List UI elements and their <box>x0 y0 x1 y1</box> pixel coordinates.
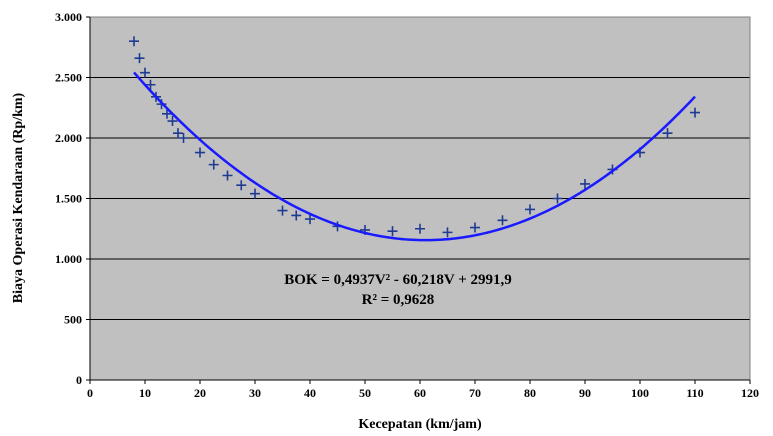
data-point <box>470 222 480 233</box>
x-tick-label: 90 <box>579 386 591 400</box>
data-point <box>145 79 156 90</box>
data-point <box>236 180 247 191</box>
y-tick-label: 500 <box>64 313 82 327</box>
data-points <box>129 36 700 238</box>
y-tick-label: 1.500 <box>55 192 82 206</box>
data-point <box>442 227 453 238</box>
x-axis-title: Kecepatan (km/jam) <box>358 417 482 432</box>
x-tick-label: 20 <box>194 386 206 400</box>
x-tick-label: 80 <box>524 386 536 400</box>
data-point <box>162 108 172 119</box>
y-tick-label: 2.000 <box>55 131 82 145</box>
data-point <box>195 147 205 158</box>
x-tick-label: 100 <box>631 386 649 400</box>
data-point <box>208 159 219 170</box>
r-squared-annotation: R² = 0,9628 <box>362 292 435 308</box>
x-tick-label: 110 <box>686 386 703 400</box>
x-tick-label: 70 <box>469 386 481 400</box>
data-point <box>690 107 700 118</box>
x-tick-label: 30 <box>249 386 261 400</box>
x-tick-label: 60 <box>414 386 426 400</box>
data-point <box>291 210 302 221</box>
data-point <box>497 215 508 226</box>
data-point <box>134 53 145 64</box>
data-point <box>222 170 233 181</box>
y-tick-label: 2.500 <box>55 71 82 85</box>
y-tick-label: 3.000 <box>55 10 82 24</box>
data-point <box>552 193 563 204</box>
x-tick-label: 0 <box>87 386 93 400</box>
equation-annotation: BOK = 0,4937V² - 60,218V + 2991,9 <box>284 272 512 288</box>
x-tick-label: 50 <box>359 386 371 400</box>
data-point <box>525 204 535 215</box>
data-point <box>173 128 183 139</box>
data-point <box>178 133 189 143</box>
y-axis-title: Biaya Operasi Kendaraan (Rp/km) <box>11 92 26 303</box>
x-tick-label: 10 <box>139 386 151 400</box>
data-point <box>305 214 315 225</box>
data-point <box>277 205 288 216</box>
y-tick-label: 1.000 <box>55 252 82 266</box>
x-tick-label: 40 <box>304 386 316 400</box>
data-point <box>415 223 425 234</box>
data-point <box>167 116 178 127</box>
data-point <box>580 178 590 189</box>
x-tick-label: 120 <box>741 386 759 400</box>
data-point <box>129 36 139 47</box>
data-point <box>662 128 673 139</box>
data-point <box>140 67 150 78</box>
trendline <box>133 71 696 242</box>
y-tick-label: 0 <box>76 373 82 387</box>
x-axis: 0 10 20 30 40 50 60 70 80 90 100 110 120 <box>87 379 759 400</box>
data-point <box>250 188 260 199</box>
data-point <box>387 226 398 237</box>
y-axis: 0 500 1.000 1.500 2.000 2.500 3.000 <box>55 10 91 387</box>
